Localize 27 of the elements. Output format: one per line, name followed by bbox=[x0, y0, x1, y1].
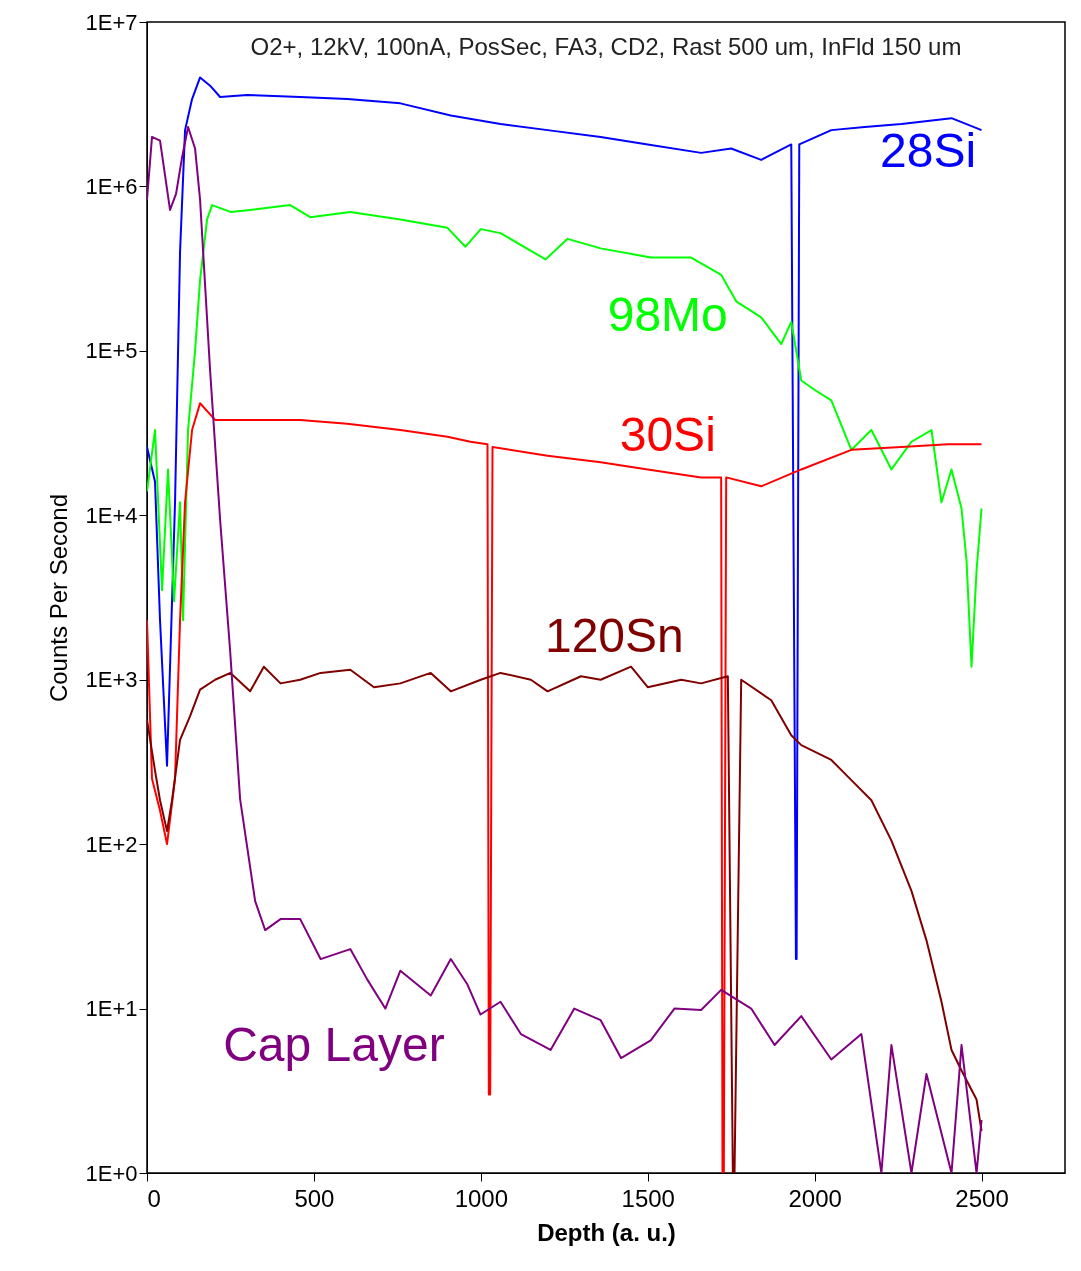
series-label: 98Mo bbox=[607, 288, 728, 342]
y-tick-label: 1E+6 bbox=[85, 173, 138, 199]
annotation: O2+, 12kV, 100nA, PosSec, FA3, CD2, Rast 500 um, InFld 150 um bbox=[250, 33, 962, 60]
y-tick-label: 1E+0 bbox=[85, 1160, 138, 1186]
y-tick-label: 1E+3 bbox=[85, 667, 138, 693]
series-label: Cap Layer bbox=[223, 1018, 445, 1072]
x-tick-label: 2500 bbox=[955, 1184, 1009, 1212]
series-label: 120Sn bbox=[544, 608, 684, 662]
y-axis-title: Counts Per Second bbox=[44, 493, 72, 703]
x-tick-label: 500 bbox=[294, 1184, 335, 1212]
series-label: 28Si bbox=[880, 123, 977, 177]
x-axis-title: Depth (a. u.) bbox=[537, 1218, 676, 1246]
line-series bbox=[147, 125, 983, 1173]
y-tick-label: 1E+5 bbox=[85, 338, 138, 364]
x-tick-label: 2000 bbox=[788, 1184, 842, 1212]
y-tick-label: 1E+7 bbox=[85, 9, 138, 35]
series-label: 30Si bbox=[619, 407, 716, 461]
x-tick-label: 1000 bbox=[454, 1184, 509, 1212]
x-tick-label: 0 bbox=[147, 1184, 161, 1212]
y-tick-label: 1E+1 bbox=[85, 996, 138, 1022]
y-tick-label: 1E+2 bbox=[85, 831, 138, 857]
line-series bbox=[147, 204, 983, 668]
line-series bbox=[147, 665, 983, 1173]
line-series bbox=[147, 402, 983, 1173]
x-tick-label: 1500 bbox=[621, 1184, 675, 1212]
line-series bbox=[147, 76, 983, 961]
y-tick-label: 1E+4 bbox=[85, 502, 138, 528]
